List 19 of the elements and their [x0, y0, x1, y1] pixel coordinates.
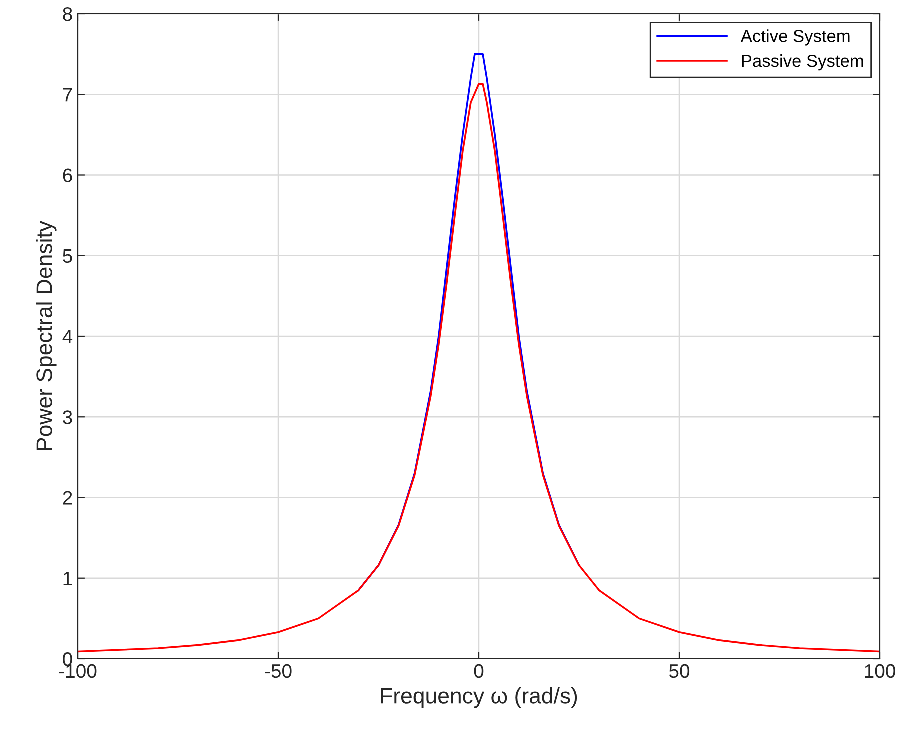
y-tick-label: 6 [63, 168, 72, 182]
y-tick-label: 8 [63, 7, 72, 22]
y-axis-title: Power Spectral Density [36, 221, 57, 450]
y-tick-label: 5 [63, 250, 72, 264]
y-tick-label: 4 [62, 330, 73, 344]
x-tick-label: -100 [59, 664, 97, 678]
line-series [78, 83, 880, 653]
x-tick-label: 100 [865, 664, 896, 678]
x-tick-label: -50 [265, 664, 292, 678]
x-tick-label: 0 [474, 664, 484, 678]
y-tick-label: 1 [64, 572, 72, 586]
y-tick-label: 7 [63, 88, 72, 102]
legend-label: Active System [740, 30, 850, 46]
x-tick-label: 50 [669, 664, 690, 678]
y-tick-label: 0 [63, 652, 72, 666]
legend-label: Passive System [742, 54, 864, 71]
x-axis-title: Frequency ω (rad/s) [381, 688, 578, 708]
y-tick-label: 3 [63, 410, 72, 424]
y-tick-label: 2 [63, 491, 72, 505]
